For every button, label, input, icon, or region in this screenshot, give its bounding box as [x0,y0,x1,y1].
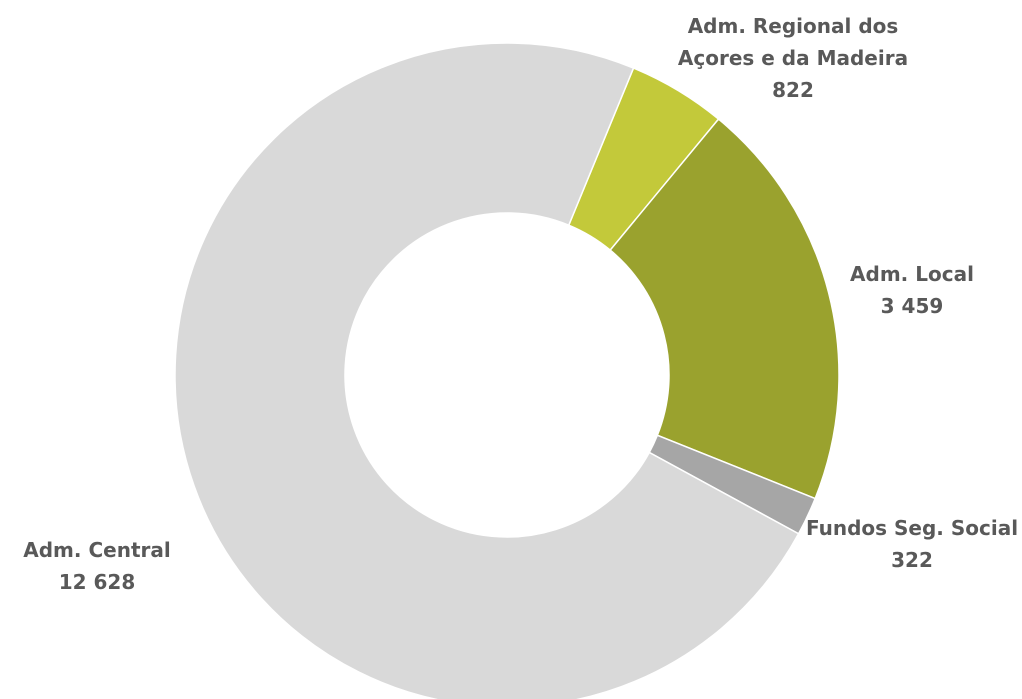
category-label: Adm. Central [23,538,171,562]
value-label: 322 [891,548,933,572]
category-label: Adm. Regional dos Açores e da Madeira [677,14,909,70]
slice-label: Fundos Seg. Social 322 [792,512,1022,576]
donut-slice [174,42,800,699]
slice-label: Adm. Regional dos Açores e da Madeira 822 [673,10,913,106]
donut-slice [609,118,840,500]
category-label: Adm. Local [850,262,974,286]
category-label: Fundos Seg. Social [805,516,1019,540]
value-label: 3 459 [880,294,944,318]
value-label: 12 628 [58,570,136,594]
value-label: 822 [772,78,814,102]
slice-label: Adm. Central 12 628 [0,534,197,598]
slice-label: Adm. Local 3 459 [812,258,1012,322]
